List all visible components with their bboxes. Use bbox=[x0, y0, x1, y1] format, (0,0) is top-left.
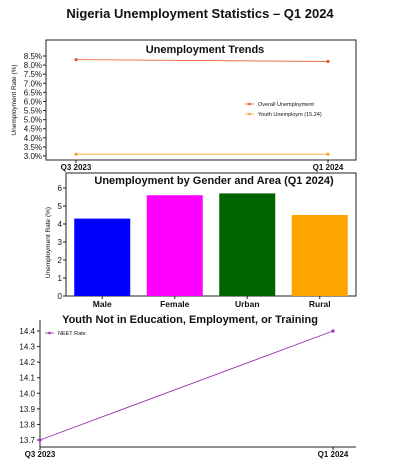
chart2-frame bbox=[65, 172, 357, 297]
chart3-series-line bbox=[39, 330, 334, 441]
chart1-legend-label: Youth Unemploym (15.24) bbox=[258, 112, 322, 118]
chart2-y-tick-label: 0 bbox=[58, 292, 63, 301]
chart3-y-tick-label: 14.1 bbox=[19, 374, 35, 383]
chart1-y-tick-label: 5.5% bbox=[24, 107, 42, 116]
chart1-title: Unemployment Trends bbox=[146, 44, 265, 56]
chart2-category-label: Female bbox=[160, 299, 190, 309]
chart1-y-tick-label: 8.5% bbox=[24, 52, 42, 61]
chart1-y-tick-label: 5.0% bbox=[24, 116, 42, 125]
chart1-y-tick-label: 3.5% bbox=[24, 143, 42, 152]
chart1-legend-marker bbox=[248, 102, 251, 106]
chart3-y-tick-label: 14.4 bbox=[19, 327, 35, 336]
chart1-y-tick-label: 6.0% bbox=[24, 97, 42, 106]
chart3-y-tick-label: 13.8 bbox=[19, 420, 35, 429]
chart1-y-tick-label: 7.0% bbox=[24, 79, 42, 88]
chart1-y-tick-label: 6.5% bbox=[24, 88, 42, 97]
page-title: Nigeria Unemployment Statistics – Q1 202… bbox=[66, 6, 334, 21]
chart1-legend-marker bbox=[248, 112, 251, 116]
chart2-y-tick-label: 3 bbox=[58, 238, 63, 247]
chart2-y-tick-label: 2 bbox=[58, 256, 63, 265]
chart1-x-tick-label: Q1 2024 bbox=[313, 163, 344, 172]
chart1-data-point bbox=[326, 59, 330, 64]
chart1-data-point bbox=[74, 152, 78, 156]
chart2-bar-male bbox=[74, 218, 131, 296]
chart3-y-tick-label: 14.3 bbox=[19, 343, 35, 352]
chart2-title: Unemployment by Gender and Area (Q1 2024… bbox=[94, 175, 334, 187]
chart1-x-tick-label: Q3 2023 bbox=[61, 163, 92, 172]
chart1-y-axis-label: Unemployment Rate (%) bbox=[11, 64, 18, 135]
chart2-y-axis-label: Unemployment Rate (%) bbox=[45, 207, 52, 278]
chart2-y-tick-label: 6 bbox=[58, 184, 63, 193]
chart3-y-tick-label: 14.2 bbox=[19, 358, 35, 367]
chart3-legend-label: NEET Rate bbox=[58, 331, 86, 337]
chart3-x-tick-label: Q1 2024 bbox=[318, 450, 349, 459]
chart3-y-tick-label: 13.7 bbox=[19, 436, 35, 445]
chart1-y-tick-label: 4.0% bbox=[24, 134, 42, 143]
chart2-y-tick-label: 4 bbox=[58, 220, 63, 229]
chart2-category-label: Rural bbox=[309, 299, 331, 309]
chart3-y-tick-label: 13.9 bbox=[19, 405, 35, 414]
chart2-category-label: Urban bbox=[235, 299, 260, 309]
chart1-y-tick-label: 4.5% bbox=[24, 125, 42, 134]
chart1-frame bbox=[45, 39, 357, 161]
chart1-legend-label: Overall Unemployment bbox=[258, 102, 314, 108]
chart3-x-tick-label: Q3 2023 bbox=[25, 450, 56, 459]
chart3-data-point bbox=[38, 438, 42, 442]
chart3-y-tick-label: 14.0 bbox=[19, 389, 35, 398]
chart2-bar-rural bbox=[291, 215, 348, 296]
chart3-legend-marker bbox=[48, 331, 51, 335]
chart2-category-label: Male bbox=[93, 299, 112, 309]
chart1-series-line bbox=[75, 59, 329, 62]
chart1-data-point bbox=[74, 58, 78, 62]
chart1-data-point bbox=[326, 152, 330, 156]
chart1-y-tick-label: 8.0% bbox=[24, 61, 42, 70]
chart1-y-tick-label: 7.5% bbox=[24, 70, 42, 79]
chart2-bar-female bbox=[146, 195, 203, 296]
chart3-title: Youth Not in Education, Employment, or T… bbox=[62, 314, 318, 326]
chart2-y-tick-label: 1 bbox=[58, 274, 63, 283]
chart2-y-tick-label: 5 bbox=[58, 202, 63, 211]
chart2-bar-urban bbox=[219, 193, 276, 296]
chart1-y-tick-label: 3.0% bbox=[24, 152, 42, 161]
chart3-data-point bbox=[331, 329, 335, 333]
